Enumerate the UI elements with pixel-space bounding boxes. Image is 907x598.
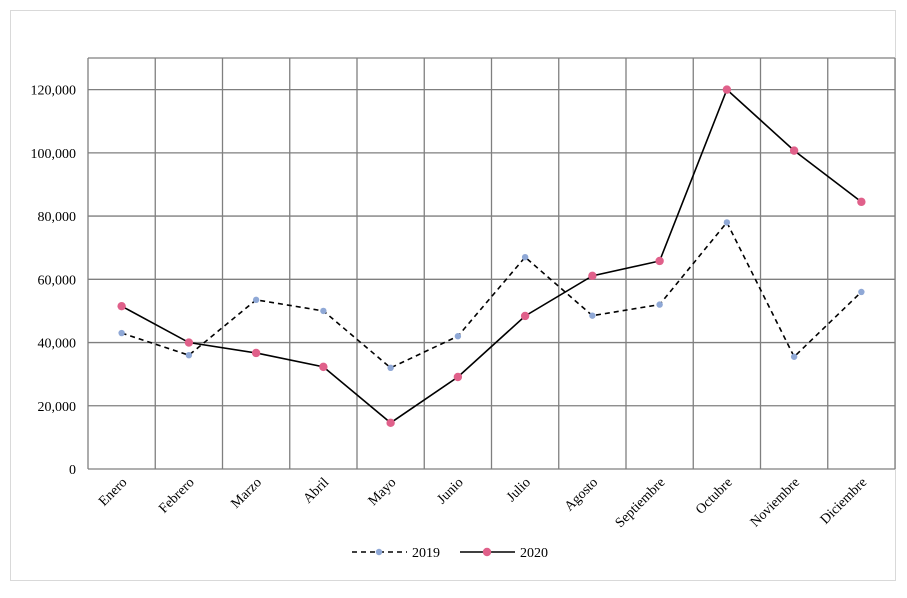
x-tick-label: Noviembre bbox=[748, 475, 803, 530]
x-tick-label: Agosto bbox=[562, 475, 601, 514]
data-point-2019 bbox=[521, 253, 529, 261]
x-tick-label: Marzo bbox=[229, 475, 265, 511]
x-tick-label: Mayo bbox=[366, 475, 400, 509]
y-tick-label: 20,000 bbox=[38, 400, 77, 415]
data-point-2020 bbox=[655, 256, 664, 266]
x-tick-label: Junio bbox=[435, 475, 467, 507]
data-point-2019 bbox=[320, 307, 327, 315]
x-tick-label: Abril bbox=[301, 475, 333, 507]
x-tick-label: Julio bbox=[504, 475, 534, 505]
data-point-2019 bbox=[185, 351, 193, 359]
data-point-2019 bbox=[723, 219, 731, 226]
data-point-2020 bbox=[789, 146, 799, 155]
y-tick-label: 60,000 bbox=[38, 273, 77, 288]
data-point-2019 bbox=[790, 353, 798, 360]
data-point-2019 bbox=[858, 288, 865, 296]
data-point-2019 bbox=[118, 329, 125, 337]
y-tick-label: 40,000 bbox=[38, 337, 77, 352]
y-tick-label: 80,000 bbox=[38, 210, 77, 225]
y-tick-label: 100,000 bbox=[31, 147, 77, 162]
data-point-2020 bbox=[588, 271, 597, 281]
legend-marker-2020 bbox=[482, 547, 492, 557]
data-point-2020 bbox=[453, 372, 463, 382]
x-tick-label: Enero bbox=[96, 475, 130, 509]
x-tick-label: Diciembre bbox=[818, 475, 870, 527]
legend-label: 2020 bbox=[520, 546, 548, 561]
data-point-2020 bbox=[857, 197, 866, 207]
data-point-2020 bbox=[319, 362, 328, 372]
data-point-2019 bbox=[252, 296, 260, 304]
x-tick-label: Septiembre bbox=[613, 475, 669, 531]
legend-label: 2019 bbox=[412, 546, 440, 561]
data-point-2019 bbox=[387, 364, 394, 372]
data-point-2019 bbox=[454, 333, 462, 340]
legend-marker-2019 bbox=[375, 548, 383, 556]
data-point-2019 bbox=[589, 312, 596, 319]
data-point-2020 bbox=[117, 301, 126, 311]
data-point-2020 bbox=[386, 418, 395, 428]
data-point-2019 bbox=[656, 301, 663, 308]
x-tick-label: Octubre bbox=[693, 475, 735, 517]
y-tick-label: 120,000 bbox=[31, 84, 77, 99]
data-point-2020 bbox=[251, 348, 261, 358]
x-tick-label: Febrero bbox=[156, 475, 197, 516]
data-point-2020 bbox=[722, 85, 732, 94]
series-line-2020 bbox=[121, 88, 862, 424]
y-tick-label: 0 bbox=[69, 463, 76, 478]
data-point-2020 bbox=[184, 338, 194, 347]
data-point-2020 bbox=[520, 311, 530, 321]
